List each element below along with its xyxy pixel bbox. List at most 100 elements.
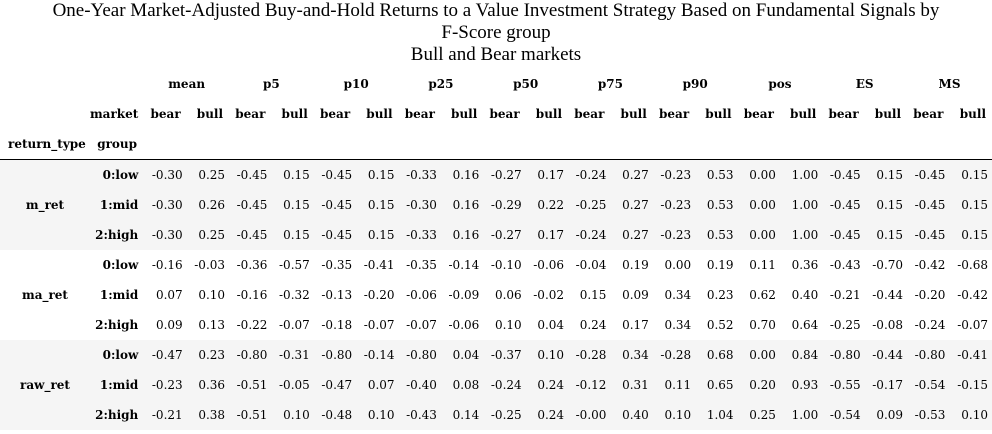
value-cell: 0.40 [610, 400, 653, 430]
value-cell: 0.10 [198, 288, 226, 302]
value-cell: 0.00 [737, 340, 780, 370]
value-cell: 0.27 [610, 190, 653, 220]
value-cell: -0.47 [313, 370, 357, 400]
market-header-bull: bull [451, 107, 478, 121]
stat-header-es: ES [855, 77, 874, 91]
value-cell: -0.05 [271, 370, 314, 400]
table-row: ma_ret 0:low -0.16 -0.03 -0.36 -0.57 -0.35 -0.4… [0, 250, 992, 340]
value-cell: -0.47 [144, 340, 187, 370]
value-cell: -0.07 [406, 318, 437, 332]
value-cell: 0.09 [864, 400, 908, 430]
value-cell: -0.57 [279, 258, 310, 272]
value-cell: 0.20 [737, 370, 780, 400]
value-cell: -0.27 [483, 159, 526, 190]
market-header-bear: bear [404, 107, 435, 121]
value-cell: 0.15 [864, 159, 908, 190]
value-cell: 0.15 [271, 159, 314, 190]
value-cell: 0.53 [695, 220, 738, 250]
market-header-bear: bear [150, 107, 181, 121]
value-cell: -0.31 [271, 340, 314, 370]
value-cell: -0.48 [313, 400, 357, 430]
value-cell: 0.24 [525, 400, 569, 430]
value-cell: 0.11 [749, 258, 776, 272]
value-cell: 0.00 [664, 258, 692, 272]
value-cell: 0.11 [652, 370, 696, 400]
value-cell: -0.53 [907, 400, 950, 430]
value-cell: 0.15 [579, 288, 607, 302]
value-cell: 0.06 [494, 288, 522, 302]
value-cell: 0.23 [186, 340, 230, 370]
value-cell: -0.43 [829, 258, 861, 272]
value-cell: -0.70 [872, 258, 904, 272]
value-cell: -0.44 [872, 288, 904, 302]
value-cell: 0.17 [525, 220, 569, 250]
stat-header-p75: p75 [597, 77, 623, 91]
value-cell: -0.16 [236, 288, 268, 302]
value-cell: -0.10 [490, 258, 522, 272]
header-row-index: return_type group [0, 129, 992, 160]
value-cell: -0.45 [229, 220, 272, 250]
value-cell: 0.16 [440, 190, 484, 220]
value-cell: -0.35 [321, 258, 353, 272]
value-cell: -0.68 [957, 258, 988, 272]
group-cell: 0:low [89, 159, 145, 190]
value-cell: -0.12 [568, 370, 611, 400]
return-type-label: return_type [0, 129, 90, 160]
value-cell: -0.02 [533, 288, 565, 302]
value-cell: 0.00 [737, 220, 780, 250]
value-cell: -0.36 [236, 258, 268, 272]
value-cell: -0.24 [568, 220, 611, 250]
value-cell: -0.51 [229, 400, 272, 430]
value-cell: -0.00 [568, 400, 611, 430]
value-cell: 0.15 [356, 220, 399, 250]
market-header-bear: bear [235, 107, 266, 121]
market-header-bull: bull [196, 107, 224, 121]
table-row: 2:high -0.21 0.38 -0.51 0.10 -0.48 0.10 -0.43 0.… [0, 400, 992, 430]
group-cell: 0:low [89, 340, 145, 370]
value-cell: 0.23 [706, 288, 734, 302]
value-cell: -0.23 [652, 190, 696, 220]
value-cell: -0.13 [321, 288, 353, 302]
returns-table: mean p5 p10 p25 p50 p75 p90 pos ES MS ma… [0, 69, 992, 430]
value-cell: -0.27 [483, 220, 526, 250]
value-cell: 0.22 [525, 190, 569, 220]
value-cell: -0.41 [949, 340, 992, 370]
value-cell: -0.25 [829, 318, 861, 332]
value-cell: 0.16 [440, 159, 484, 190]
value-cell: 0.52 [706, 318, 734, 332]
value-cell: 0.15 [864, 220, 908, 250]
market-header-bull: bull [281, 107, 308, 121]
stat-header-mean: mean [168, 77, 206, 91]
table-row: 2:high 0.09 0.13 -0.22 -0.07 -0.18 -0.07 -0.07-… [0, 310, 992, 340]
value-cell: -0.08 [872, 318, 904, 332]
value-cell: 0.65 [695, 370, 738, 400]
value-cell: 0.09 [155, 318, 183, 332]
value-cell: -0.07 [957, 318, 988, 332]
value-cell: 0.68 [695, 340, 738, 370]
value-cell: -0.24 [483, 370, 526, 400]
value-cell: -0.17 [864, 370, 908, 400]
value-cell: -0.22 [236, 318, 268, 332]
value-cell: -0.28 [568, 340, 611, 370]
value-cell: -0.30 [398, 190, 441, 220]
value-cell: -0.03 [194, 258, 226, 272]
value-cell: -0.45 [907, 220, 950, 250]
value-cell: -0.54 [907, 370, 950, 400]
value-cell: -0.06 [406, 288, 437, 302]
value-cell: -0.55 [822, 370, 865, 400]
value-cell: 0.36 [791, 258, 819, 272]
value-cell: 0.15 [356, 190, 399, 220]
value-cell: 0.25 [186, 159, 230, 190]
value-cell: -0.45 [313, 159, 357, 190]
value-cell: 0.10 [949, 400, 992, 430]
table-row: 1:mid -0.30 0.26 -0.45 0.15 -0.45 0.15 -0.30 0.1… [0, 190, 992, 220]
value-cell: 0.00 [737, 190, 780, 220]
value-cell: 1.04 [695, 400, 738, 430]
value-cell: -0.04 [575, 258, 607, 272]
value-cell: -0.32 [279, 288, 310, 302]
value-cell: -0.42 [914, 258, 946, 272]
market-header-bear: bear [913, 107, 944, 121]
table-row: 1:mid -0.23 0.36 -0.51 -0.05 -0.47 0.07 -0.40 0.… [0, 370, 992, 400]
value-cell: 0.84 [779, 340, 823, 370]
value-cell: 0.09 [622, 288, 649, 302]
